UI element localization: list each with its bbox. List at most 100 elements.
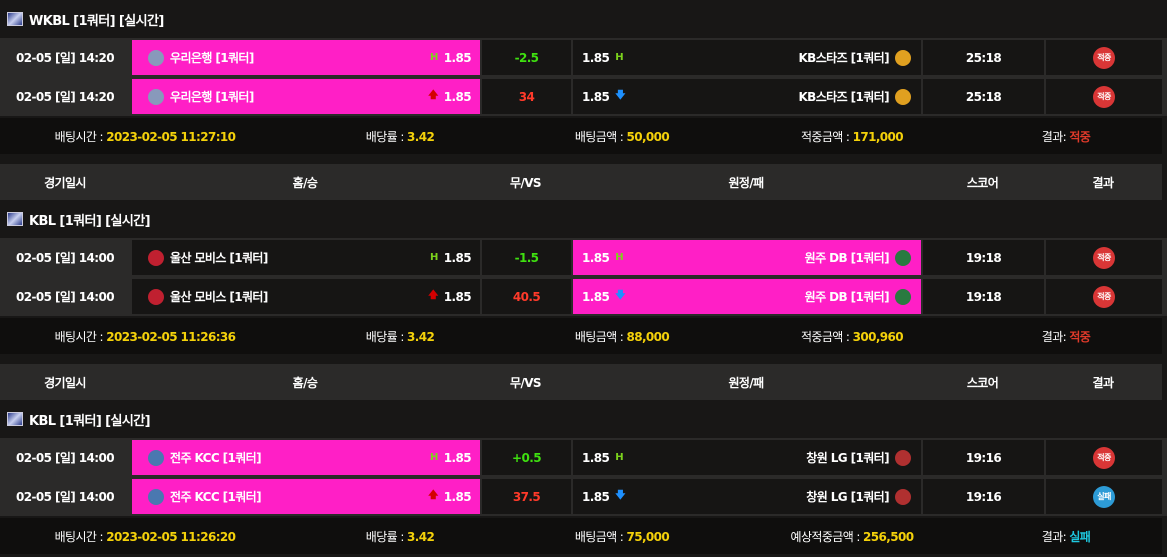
bet-result-label: 결과:: [1041, 529, 1070, 544]
odds-rate-value: 3.42: [406, 529, 435, 544]
result-badge: 적중: [1093, 285, 1115, 308]
odds-down-icon: 🡇: [615, 290, 625, 301]
odds-rate-value: 3.42: [406, 329, 435, 344]
header-date: 경기일시: [44, 375, 86, 390]
away-odds: 1.85: [582, 50, 610, 65]
win-amount: 적중금액 : 171,000: [734, 128, 970, 145]
home-odds: 1.85: [443, 289, 472, 304]
away-team-name: 창원 LG [1쿼터]: [806, 451, 889, 465]
bet-time: 배팅시간 : 2023-02-05 11:27:10: [0, 128, 290, 145]
odds-up-icon: 🡅: [428, 490, 438, 501]
bet-result: 결과: 실패: [970, 528, 1162, 545]
bet-time-value: 2023-02-05 11:26:36: [106, 329, 236, 344]
odds-down-icon: 🡇: [615, 490, 625, 501]
home-pick-button[interactable]: 우리은행 [1쿼터] 🡅 1.85: [132, 79, 480, 114]
league-title: KBL [1쿼터] [실시간]: [0, 400, 1167, 438]
bet-amount: 배팅금액 : 88,000: [510, 328, 734, 345]
win-amount-label: 예상적중금액 :: [790, 529, 864, 544]
match-date: 02-05 [일] 14:00: [0, 240, 130, 275]
bet-time-value: 2023-02-05 11:27:10: [106, 129, 236, 144]
bet-result-label: 결과:: [1041, 329, 1070, 344]
result-cell: 적중: [1046, 240, 1162, 275]
bet-result: 결과: 적중: [970, 128, 1162, 145]
away-pick-button[interactable]: 1.85 H 창원 LG [1쿼터]: [573, 440, 921, 475]
home-pick-button[interactable]: 우리은행 [1쿼터] H 1.85: [132, 40, 480, 75]
home-team-logo-icon: [148, 488, 164, 505]
result-badge: 적중: [1093, 246, 1115, 269]
match-score: 19:16: [923, 440, 1044, 475]
win-amount: 예상적중금액 : 256,500: [734, 528, 970, 545]
away-pick-button[interactable]: 1.85 H KB스타즈 [1쿼터]: [573, 40, 921, 75]
bet-amount-label: 배팅금액 :: [574, 529, 627, 544]
win-amount-value: 300,960: [852, 329, 904, 344]
header-away: 원정/패: [728, 375, 764, 390]
match-score: 25:18: [923, 40, 1044, 75]
table-header: 경기일시 홈/승 무/VS 원정/패 스코어 결과: [0, 364, 1162, 400]
bet-amount-label: 배팅금액 :: [574, 129, 627, 144]
league-title: WKBL [1쿼터] [실시간]: [0, 0, 1167, 38]
home-team-logo-icon: [148, 288, 164, 305]
bet-amount-value: 75,000: [626, 529, 670, 544]
home-pick-button[interactable]: 울산 모비스 [1쿼터] H 1.85: [132, 240, 480, 275]
home-pick-button[interactable]: 울산 모비스 [1쿼터] 🡅 1.85: [132, 279, 480, 314]
home-odds: 1.85: [443, 489, 472, 504]
result-cell: 실패: [1046, 479, 1162, 514]
bet-time-label: 배팅시간 :: [54, 129, 107, 144]
handicap-value: -2.5: [482, 40, 571, 75]
handicap-value: -1.5: [482, 240, 571, 275]
home-pick-button[interactable]: 전주 KCC [1쿼터] H 1.85: [132, 440, 480, 475]
match-date: 02-05 [일] 14:00: [0, 479, 130, 514]
away-pick-button[interactable]: 1.85 H 원주 DB [1쿼터]: [573, 240, 921, 275]
away-team-logo-icon: [895, 88, 911, 105]
match-date: 02-05 [일] 14:20: [0, 40, 130, 75]
handicap-value: 34: [482, 79, 571, 114]
header-score: 스코어: [966, 175, 999, 190]
away-odds: 1.85: [582, 89, 610, 104]
bet-row: 02-05 [일] 14:00 울산 모비스 [1쿼터] H 1.85 -1.5 1.85…: [0, 238, 1167, 277]
home-team-name: 전주 KCC [1쿼터]: [170, 451, 262, 465]
bet-time-value: 2023-02-05 11:26:20: [106, 529, 236, 544]
odds-rate-label: 배당률 :: [365, 329, 407, 344]
home-team-name: 우리은행 [1쿼터]: [170, 90, 254, 104]
away-pick-button[interactable]: 1.85 🡇 KB스타즈 [1쿼터]: [573, 79, 921, 114]
match-date: 02-05 [일] 14:20: [0, 79, 130, 114]
bet-result-value: 적중: [1069, 329, 1091, 344]
away-team-logo-icon: [895, 488, 911, 505]
home-pick-button[interactable]: 전주 KCC [1쿼터] 🡅 1.85: [132, 479, 480, 514]
home-team-name: 우리은행 [1쿼터]: [170, 51, 254, 65]
home-team-logo-icon: [148, 49, 164, 66]
odds-up-icon: 🡅: [428, 290, 438, 301]
home-team-name: 전주 KCC [1쿼터]: [170, 490, 262, 504]
result-badge: 적중: [1093, 446, 1115, 469]
league-name: WKBL [1쿼터] [실시간]: [29, 13, 164, 29]
odds-h-icon: H: [430, 52, 438, 63]
odds-rate: 배당률 : 3.42: [290, 328, 510, 345]
bet-row: 02-05 [일] 14:00 전주 KCC [1쿼터] H 1.85 +0.5 1.85…: [0, 438, 1167, 477]
result-badge: 적중: [1093, 46, 1115, 69]
header-home: 홈/승: [292, 375, 318, 390]
away-team-logo-icon: [895, 449, 911, 466]
away-odds: 1.85: [582, 489, 610, 504]
header-draw: 무/VS: [510, 175, 542, 190]
home-team-logo-icon: [148, 449, 164, 466]
win-amount-value: 256,500: [863, 529, 914, 544]
away-pick-button[interactable]: 1.85 🡇 원주 DB [1쿼터]: [573, 279, 921, 314]
away-team-name: KB스타즈 [1쿼터]: [798, 90, 889, 104]
bet-summary: 배팅시간 : 2023-02-05 11:26:20 배당률 : 3.42 배팅금액…: [0, 518, 1162, 554]
win-amount-value: 171,000: [852, 129, 904, 144]
away-team-logo-icon: [895, 49, 911, 66]
match-score: 25:18: [923, 79, 1044, 114]
away-team-logo-icon: [895, 288, 911, 305]
result-badge: 실패: [1093, 485, 1115, 508]
home-team-logo-icon: [148, 88, 164, 105]
away-team-name: 창원 LG [1쿼터]: [806, 490, 889, 504]
bet-row: 02-05 [일] 14:20 우리은행 [1쿼터] 🡅 1.85 34 1.85 🡇 KB스…: [0, 77, 1167, 116]
bet-result-value: 적중: [1069, 129, 1091, 144]
away-pick-button[interactable]: 1.85 🡇 창원 LG [1쿼터]: [573, 479, 921, 514]
header-result: 결과: [1092, 175, 1114, 190]
away-odds: 1.85: [582, 250, 610, 265]
bet-row: 02-05 [일] 14:20 우리은행 [1쿼터] H 1.85 -2.5 1.85 H K…: [0, 38, 1167, 77]
bet-summary: 배팅시간 : 2023-02-05 11:26:36 배당률 : 3.42 배팅금액…: [0, 318, 1162, 354]
win-amount: 적중금액 : 300,960: [734, 328, 970, 345]
